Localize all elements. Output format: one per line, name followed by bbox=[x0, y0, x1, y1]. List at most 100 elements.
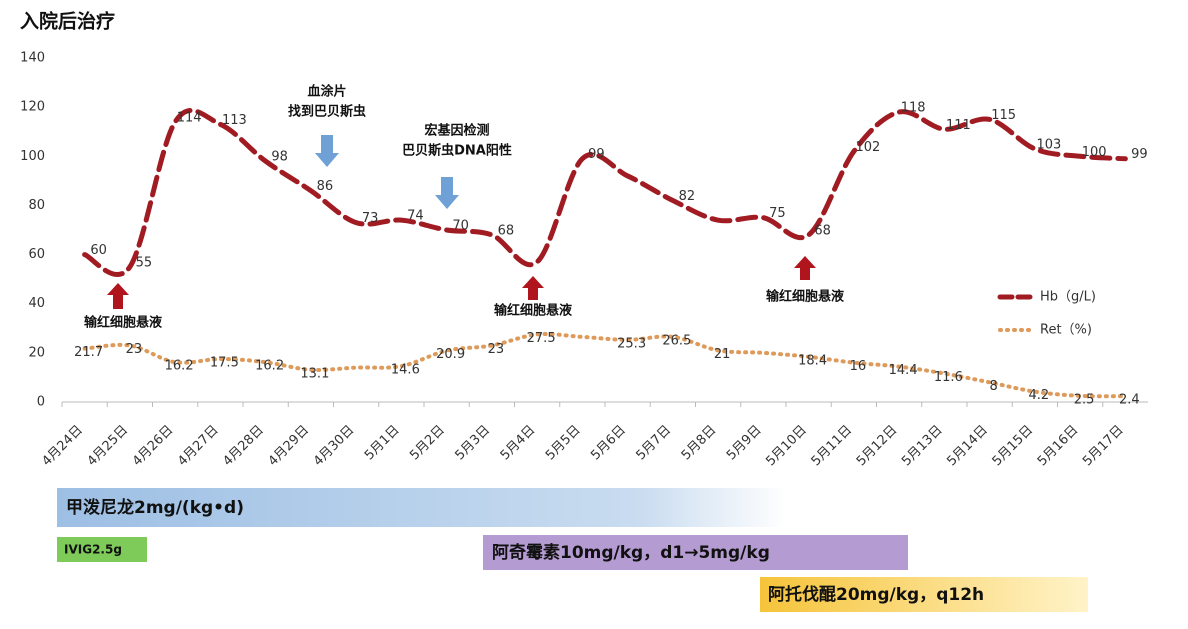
data-label: 68 bbox=[814, 223, 831, 238]
data-label: 113 bbox=[222, 113, 247, 128]
annotation: 血涂片 bbox=[307, 84, 346, 100]
arrow bbox=[522, 276, 544, 300]
data-label: 103 bbox=[1036, 137, 1061, 152]
y-tick-label: 120 bbox=[20, 100, 45, 115]
x-tick-label: 5月4日 bbox=[498, 423, 539, 464]
treatment-bar bbox=[57, 537, 147, 562]
treatment-bar bbox=[483, 535, 908, 570]
data-label: 2.5 bbox=[1074, 392, 1095, 407]
x-tick-label: 5月7日 bbox=[633, 423, 674, 464]
x-tick-label: 4月26日 bbox=[130, 423, 177, 470]
data-label: 14.6 bbox=[391, 363, 420, 378]
data-label: 25.3 bbox=[617, 336, 646, 351]
legend-label: Ret（%) bbox=[1040, 323, 1092, 338]
x-tick-label: 5月16日 bbox=[1035, 423, 1082, 470]
x-tick-label: 5月12日 bbox=[854, 423, 901, 470]
data-label: 75 bbox=[769, 206, 786, 221]
data-label: 26.5 bbox=[662, 333, 691, 348]
data-label: 13.1 bbox=[300, 366, 329, 381]
data-label: 82 bbox=[679, 189, 696, 204]
data-label: 17.5 bbox=[210, 356, 239, 371]
data-label: 21 bbox=[714, 347, 731, 362]
arrow bbox=[107, 283, 129, 309]
data-label: 20.9 bbox=[436, 347, 465, 362]
treatment-bar bbox=[57, 488, 787, 527]
data-label: 23 bbox=[126, 342, 143, 357]
series-line bbox=[82, 332, 1128, 399]
x-tick-label: 5月3日 bbox=[452, 423, 493, 464]
data-label: 68 bbox=[498, 223, 515, 238]
data-label: 98 bbox=[271, 150, 288, 165]
treatment-label: IVIG2.5g bbox=[64, 543, 122, 557]
x-tick-label: 5月6日 bbox=[588, 423, 629, 464]
x-tick-label: 5月10日 bbox=[763, 423, 810, 470]
data-label: 118 bbox=[901, 101, 926, 116]
data-label: 102 bbox=[855, 140, 880, 155]
arrow bbox=[435, 177, 459, 209]
data-label: 114 bbox=[177, 110, 202, 125]
annotation: 输红细胞悬液 bbox=[766, 289, 844, 305]
data-label: 86 bbox=[317, 179, 334, 194]
x-tick-label: 4月30日 bbox=[311, 423, 358, 470]
y-tick-label: 100 bbox=[20, 149, 45, 164]
x-tick-label: 5月13日 bbox=[899, 423, 946, 470]
data-label: 2.4 bbox=[1119, 393, 1140, 408]
y-tick-label: 80 bbox=[28, 198, 45, 213]
x-tick-label: 5月14日 bbox=[944, 423, 991, 470]
legend-label: Hb（g/L) bbox=[1040, 290, 1096, 305]
data-label: 23 bbox=[488, 342, 505, 357]
x-tick-label: 5月9日 bbox=[724, 423, 765, 464]
x-tick-label: 4月29日 bbox=[266, 423, 313, 470]
x-tick-label: 4月28日 bbox=[220, 423, 267, 470]
annotation: 找到巴贝斯虫 bbox=[288, 104, 366, 120]
data-label: 99 bbox=[1131, 147, 1148, 162]
data-label: 111 bbox=[946, 118, 971, 133]
data-label: 60 bbox=[90, 243, 107, 258]
chart-title: 入院后治疗 bbox=[20, 10, 115, 33]
data-label: 99 bbox=[588, 147, 605, 162]
data-label: 18.4 bbox=[798, 353, 827, 368]
series-line bbox=[82, 108, 1128, 277]
y-tick-label: 60 bbox=[28, 247, 45, 262]
annotation: 巴贝斯虫DNA阳性 bbox=[402, 143, 512, 159]
data-label: 16.2 bbox=[255, 359, 284, 374]
treatment-label: 阿托伐醌20mg/kg，q12h bbox=[768, 584, 984, 605]
y-tick-label: 140 bbox=[20, 51, 45, 66]
data-label: 14.4 bbox=[889, 363, 918, 378]
data-label: 115 bbox=[991, 108, 1016, 123]
x-tick-label: 4月27日 bbox=[175, 423, 222, 470]
data-label: 55 bbox=[136, 255, 153, 270]
data-label: 8 bbox=[989, 379, 997, 394]
data-label: 16.2 bbox=[165, 359, 194, 374]
x-tick-label: 5月2日 bbox=[407, 423, 448, 464]
data-label: 16 bbox=[850, 359, 867, 374]
x-tick-label: 4月24日 bbox=[39, 423, 86, 470]
y-tick-label: 20 bbox=[28, 345, 45, 360]
data-label: 21.7 bbox=[74, 345, 103, 360]
data-label: 74 bbox=[407, 209, 424, 224]
x-tick-label: 4月25日 bbox=[85, 423, 132, 470]
x-tick-label: 5月5日 bbox=[543, 423, 584, 464]
arrow bbox=[794, 256, 816, 280]
x-tick-label: 5月17日 bbox=[1080, 423, 1127, 470]
annotation: 输红细胞悬液 bbox=[84, 315, 162, 331]
data-label: 100 bbox=[1082, 145, 1107, 160]
x-tick-label: 5月8日 bbox=[679, 423, 720, 464]
arrow bbox=[315, 135, 339, 167]
x-tick-label: 5月15日 bbox=[990, 423, 1037, 470]
y-tick-label: 40 bbox=[28, 296, 45, 311]
data-label: 11.6 bbox=[934, 370, 963, 385]
y-tick-label: 0 bbox=[37, 395, 45, 410]
data-label: 70 bbox=[452, 219, 469, 234]
treatment-bar bbox=[760, 577, 1088, 612]
x-tick-label: 5月11日 bbox=[809, 423, 856, 470]
annotation: 输红细胞悬液 bbox=[494, 303, 572, 319]
x-tick-label: 5月1日 bbox=[362, 423, 403, 464]
data-label: 73 bbox=[362, 211, 379, 226]
treatment-label: 甲泼尼龙2mg/(kg•d) bbox=[66, 497, 244, 518]
annotation: 宏基因检测 bbox=[424, 123, 489, 139]
data-label: 4.2 bbox=[1029, 388, 1050, 403]
treatment-label: 阿奇霉素10mg/kg，d1→5mg/kg bbox=[492, 542, 770, 563]
data-label: 27.5 bbox=[527, 331, 556, 346]
